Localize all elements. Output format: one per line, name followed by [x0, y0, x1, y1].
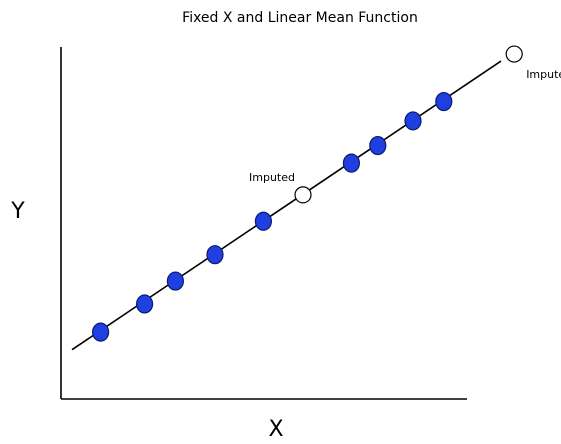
observed-point-2	[136, 294, 154, 314]
observed-point-7	[369, 135, 387, 156]
imputed-point-2	[505, 45, 523, 63]
observed-point-6	[342, 153, 360, 173]
chart-title: Fixed X and Linear Mean Function	[182, 10, 418, 26]
plot-marks: Imputed Imputed	[71, 45, 561, 351]
imputed-label-1: Imputed	[249, 171, 295, 184]
observed-point-9	[435, 91, 453, 112]
y-axis-label: Y	[10, 199, 25, 224]
observed-point-5	[254, 211, 272, 231]
imputed-point-1	[294, 186, 312, 204]
observed-point-3	[166, 271, 184, 291]
x-axis-label: X	[268, 417, 283, 442]
observed-point-4	[206, 245, 224, 265]
observed-point-1	[91, 322, 110, 342]
imputed-label-2: Imputed	[526, 68, 561, 81]
observed-point-8	[404, 111, 422, 131]
